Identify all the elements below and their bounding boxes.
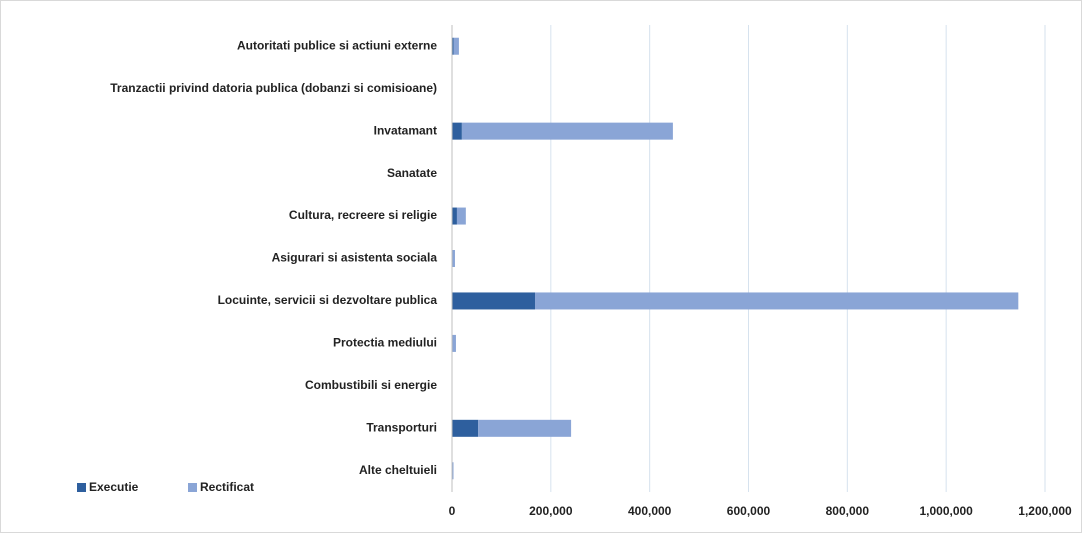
y-tick-label: Asigurari si asistenta sociala <box>272 251 438 265</box>
x-tick-label: 200,000 <box>529 504 573 518</box>
bar <box>452 37 454 55</box>
y-tick-label: Protectia mediului <box>333 336 437 350</box>
x-tick-label: 0 <box>449 504 456 518</box>
y-tick-label: Cultura, recreere si religie <box>289 208 437 222</box>
x-tick-label: 1,000,000 <box>919 504 973 518</box>
bar <box>535 292 1019 310</box>
bar <box>452 292 536 310</box>
x-tick-label: 600,000 <box>727 504 771 518</box>
y-tick-label: Locuinte, servicii si dezvoltare publica <box>218 293 438 307</box>
bar <box>452 462 454 480</box>
bar <box>453 37 459 55</box>
bar <box>456 207 466 225</box>
y-tick-label: Combustibili si energie <box>305 378 437 392</box>
x-tick-label: 800,000 <box>826 504 870 518</box>
bar <box>452 207 457 225</box>
y-tick-label: Transporturi <box>366 420 437 434</box>
y-tick-label: Tranzactii privind datoria publica (doba… <box>110 81 437 95</box>
bar <box>452 122 462 140</box>
bar <box>461 122 673 140</box>
bar <box>452 419 479 437</box>
legend-swatch <box>77 483 86 492</box>
bar <box>452 334 456 352</box>
legend-label: Executie <box>89 480 139 494</box>
legend-swatch <box>188 483 197 492</box>
y-tick-label: Invatamant <box>374 123 437 137</box>
x-tick-label: 1,200,000 <box>1018 504 1072 518</box>
bar <box>452 250 455 267</box>
bar <box>478 419 572 437</box>
y-tick-label: Autoritati publice si actiuni externe <box>237 38 437 52</box>
y-tick-label: Alte cheltuieli <box>359 463 437 477</box>
y-tick-label: Sanatate <box>387 166 437 180</box>
legend-label: Rectificat <box>200 480 254 494</box>
x-tick-label: 400,000 <box>628 504 672 518</box>
